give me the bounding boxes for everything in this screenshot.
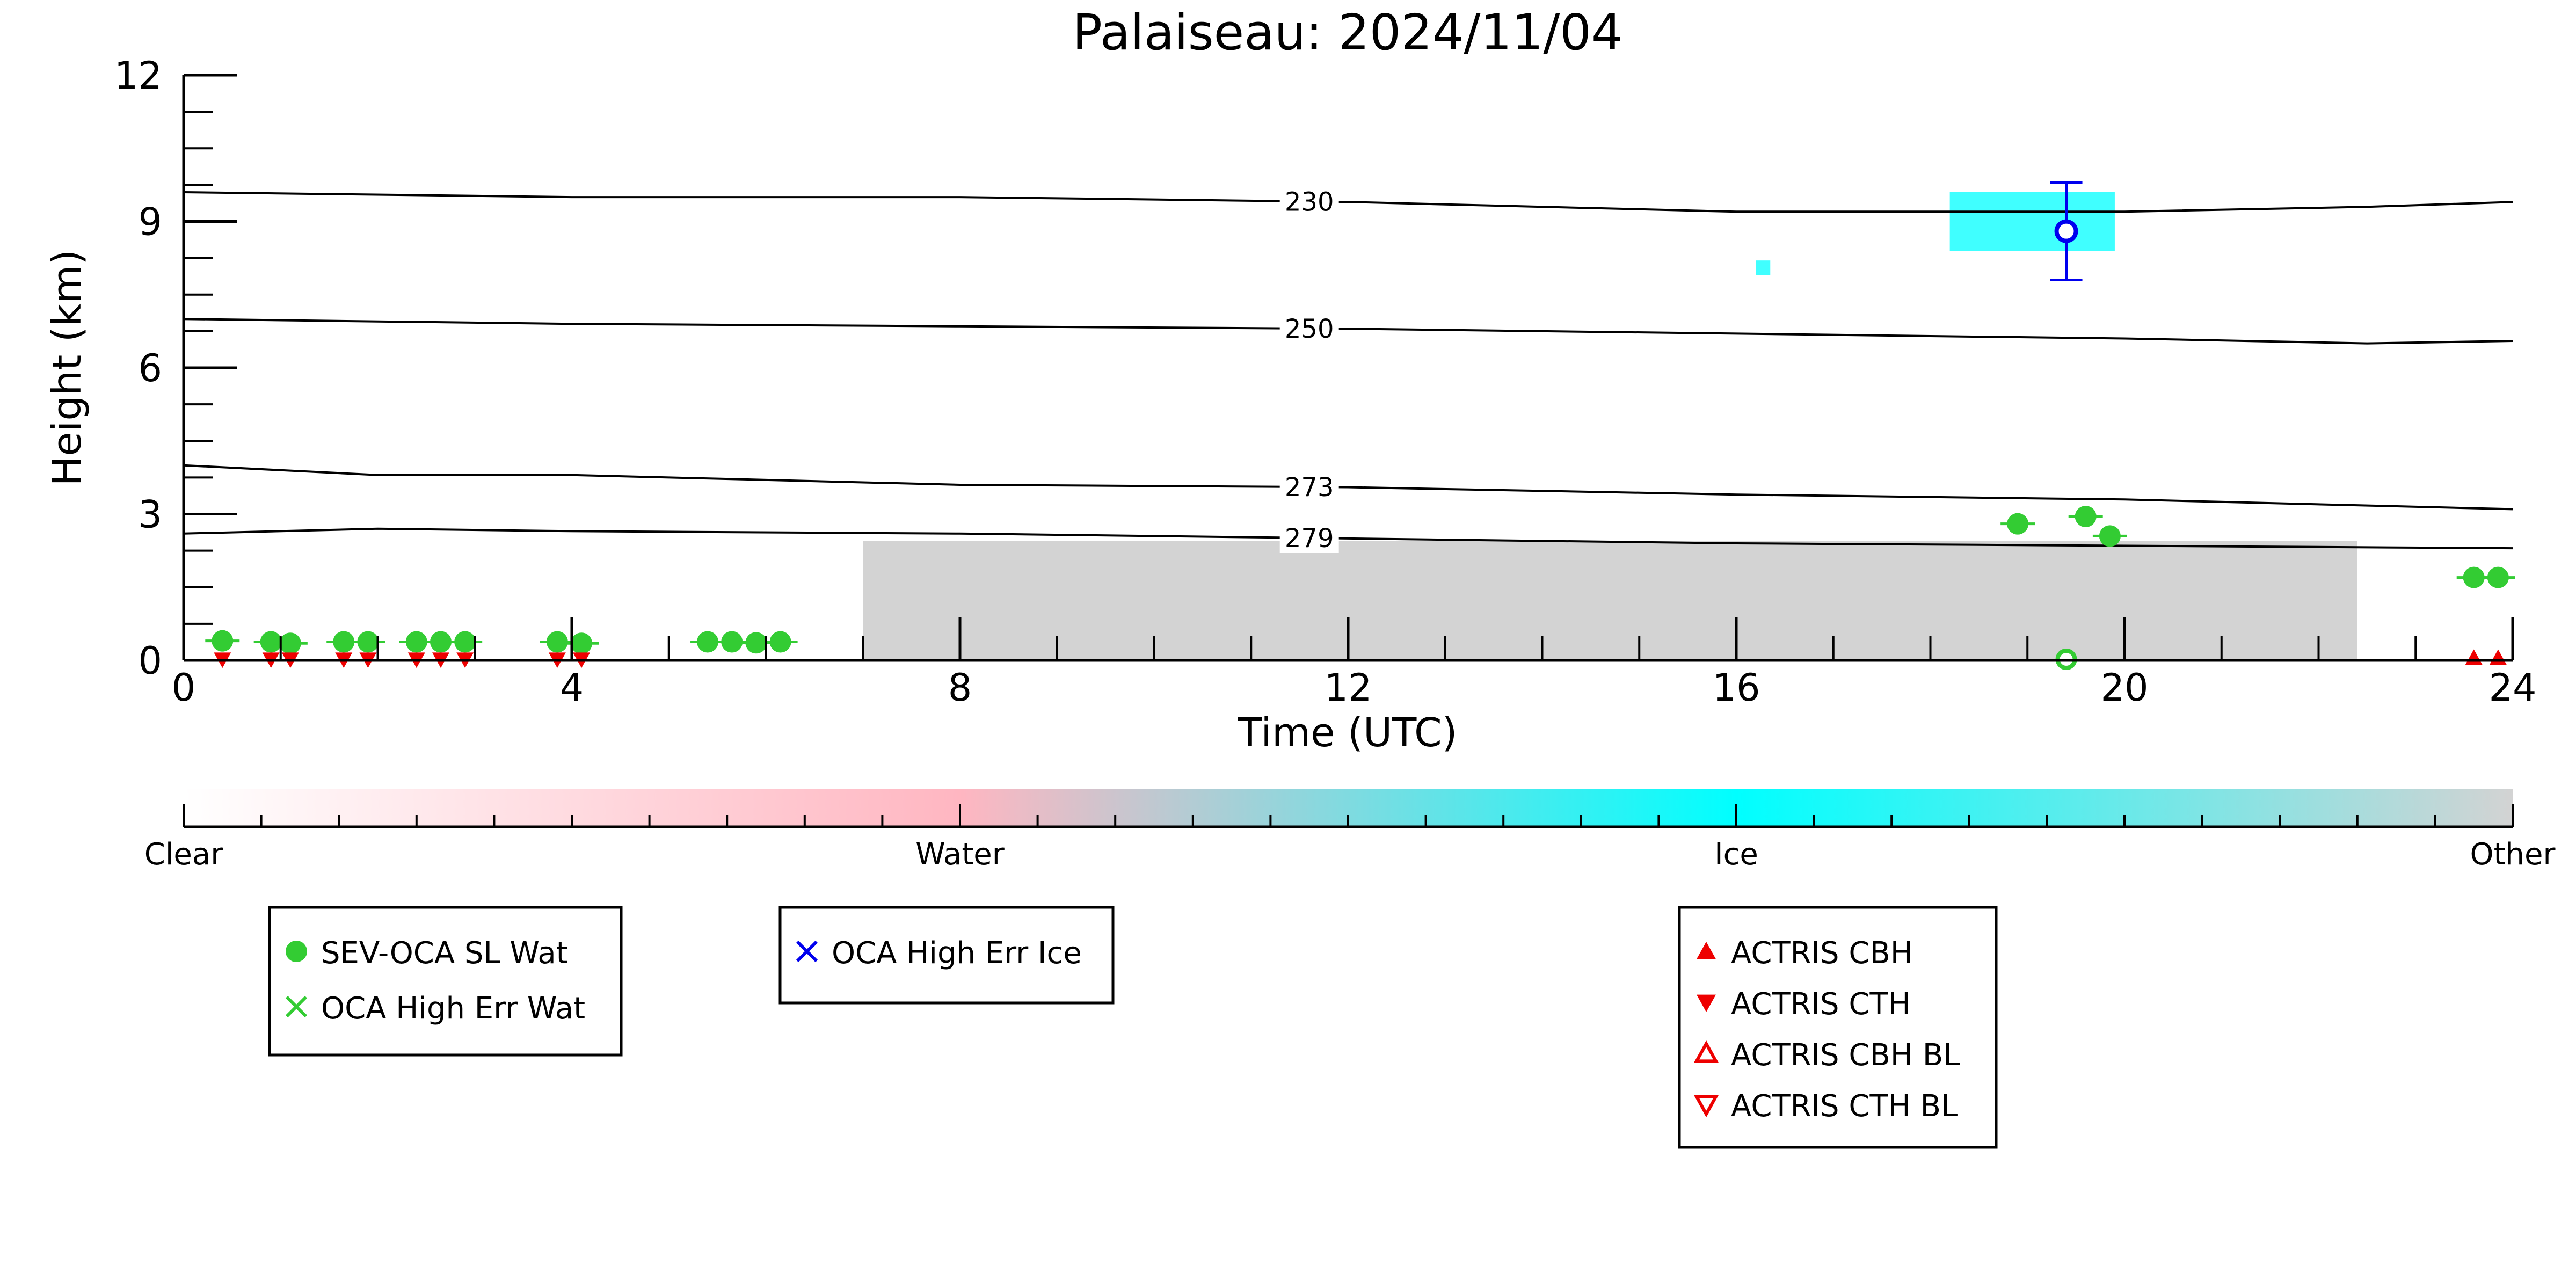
contour-label-bg (1279, 186, 1339, 217)
point-sev-oca-sl-wat (205, 630, 240, 652)
point-sev-oca-sl-wat (2092, 525, 2127, 547)
contour-label-bg (1279, 313, 1339, 344)
marker (721, 631, 743, 653)
marker (212, 630, 234, 652)
y-tick-label: 0 (138, 639, 162, 683)
legend-label: ACTRIS CBH (1731, 936, 1913, 971)
colorbar: Clear Water Ice Other (144, 789, 2556, 872)
contour-line-230 (183, 191, 2513, 213)
marker (745, 632, 767, 654)
marker (2007, 513, 2029, 535)
y-tick-label: 12 (114, 54, 162, 98)
x-tick-label: 4 (560, 666, 584, 710)
legend-label: ACTRIS CBH BL (1731, 1038, 1960, 1073)
colorbar-label: Ice (1714, 837, 1758, 872)
marker (769, 631, 791, 653)
x-tick-label: 20 (2100, 666, 2148, 710)
legend-marker (286, 941, 307, 962)
x-tick-label: 16 (1712, 666, 1760, 710)
contour-label-bg (1279, 472, 1339, 503)
legend-label: OCA High Err Wat (321, 991, 585, 1026)
x-axis-label: Time (UTC) (1237, 710, 1457, 756)
marker (2054, 219, 2078, 243)
x-tick-label: 24 (2488, 666, 2536, 710)
legend-label: SEV-OCA SL Wat (321, 936, 568, 971)
cloud-mask-other (863, 541, 2357, 660)
contour-label-bg (1279, 523, 1339, 554)
y-axis: 0 3 6 9 12 (114, 54, 237, 683)
legend-frame (778, 906, 1115, 1005)
legend-box: SEV-OCA SL Wat OCA High Err Wat (268, 906, 623, 1057)
legend-marker (1697, 942, 1716, 959)
legend-marker (285, 995, 308, 1018)
contour-label: 279 (1285, 523, 1334, 554)
legend-frame (268, 906, 623, 1057)
chart-title: Palaiseau: 2024/11/04 (1073, 4, 1623, 61)
marker (405, 631, 427, 653)
cloud-mask-ice (1949, 192, 2115, 251)
point-sev-oca-sl-wat (2068, 506, 2103, 528)
point-sev-oca-sl-wat (2480, 566, 2515, 588)
y-axis-label: Height (km) (44, 250, 90, 486)
legend-frame (1678, 906, 1998, 1149)
legend-marker (796, 940, 818, 963)
point-oca-high-err-ice (2050, 181, 2083, 281)
point-sev-oca-sl-wat (351, 631, 385, 653)
marker (546, 631, 568, 653)
y-tick-label: 6 (138, 346, 162, 390)
marker (2463, 566, 2485, 588)
contour-line-273 (183, 464, 2513, 511)
legend-marker (1693, 1095, 1719, 1118)
legends: SEV-OCA SL Wat OCA High Err Wat OCA High E… (268, 906, 1998, 1149)
contour-line-279 (183, 527, 2513, 550)
marker (279, 632, 301, 654)
contour-label: 250 (1285, 314, 1334, 344)
plot-area: 230 250 273 279 (183, 181, 2515, 670)
contour-label: 230 (1285, 187, 1334, 217)
point-sev-oca-sl-wat (564, 632, 599, 654)
marker (2075, 506, 2097, 528)
contour-label: 273 (1285, 472, 1334, 503)
point-sev-oca-sl-wat (2000, 513, 2035, 535)
colorbar-label: Clear (144, 837, 223, 872)
marker (571, 632, 593, 654)
colorbar-label: Water (915, 837, 1005, 872)
marker (260, 631, 282, 653)
x-axis: 0 4 8 12 16 20 24 (172, 617, 2537, 710)
y-tick-label: 3 (138, 493, 162, 537)
marker (357, 631, 379, 653)
marker (454, 631, 476, 653)
legend-box: ACTRIS CBH ACTRIS CTH ACTRIS CBH BL ACTRIS … (1678, 906, 1998, 1149)
marker (333, 631, 355, 653)
point-sev-oca-sl-wat (540, 631, 574, 653)
legend-box: OCA High Err Ice (778, 906, 1115, 1005)
marker (2099, 525, 2121, 547)
marker (430, 631, 452, 653)
legend-label: OCA High Err Ice (832, 936, 1082, 971)
legend-marker (1693, 1040, 1719, 1063)
legend-label: ACTRIS CTH BL (1731, 1089, 1958, 1124)
x-tick-label: 12 (1324, 666, 1372, 710)
legend-label: ACTRIS CTH (1731, 987, 1911, 1022)
point-sev-oca-sl-wat (273, 632, 308, 654)
contour-line-250 (183, 318, 2513, 345)
point-sev-oca-sl-wat (763, 631, 798, 653)
point-sev-oca-sl-wat (448, 631, 483, 653)
x-tick-label: 8 (948, 666, 972, 710)
marker (2487, 566, 2509, 588)
y-tick-label: 9 (138, 200, 162, 244)
cloud-mask-ice (1756, 260, 1771, 275)
point-actris-cbh (2465, 649, 2483, 665)
colorbar-label: Other (2470, 837, 2556, 872)
legend-marker (1697, 994, 1716, 1012)
marker (697, 631, 719, 653)
point-actris-cbh (2489, 649, 2507, 665)
x-tick-label: 0 (172, 666, 196, 710)
